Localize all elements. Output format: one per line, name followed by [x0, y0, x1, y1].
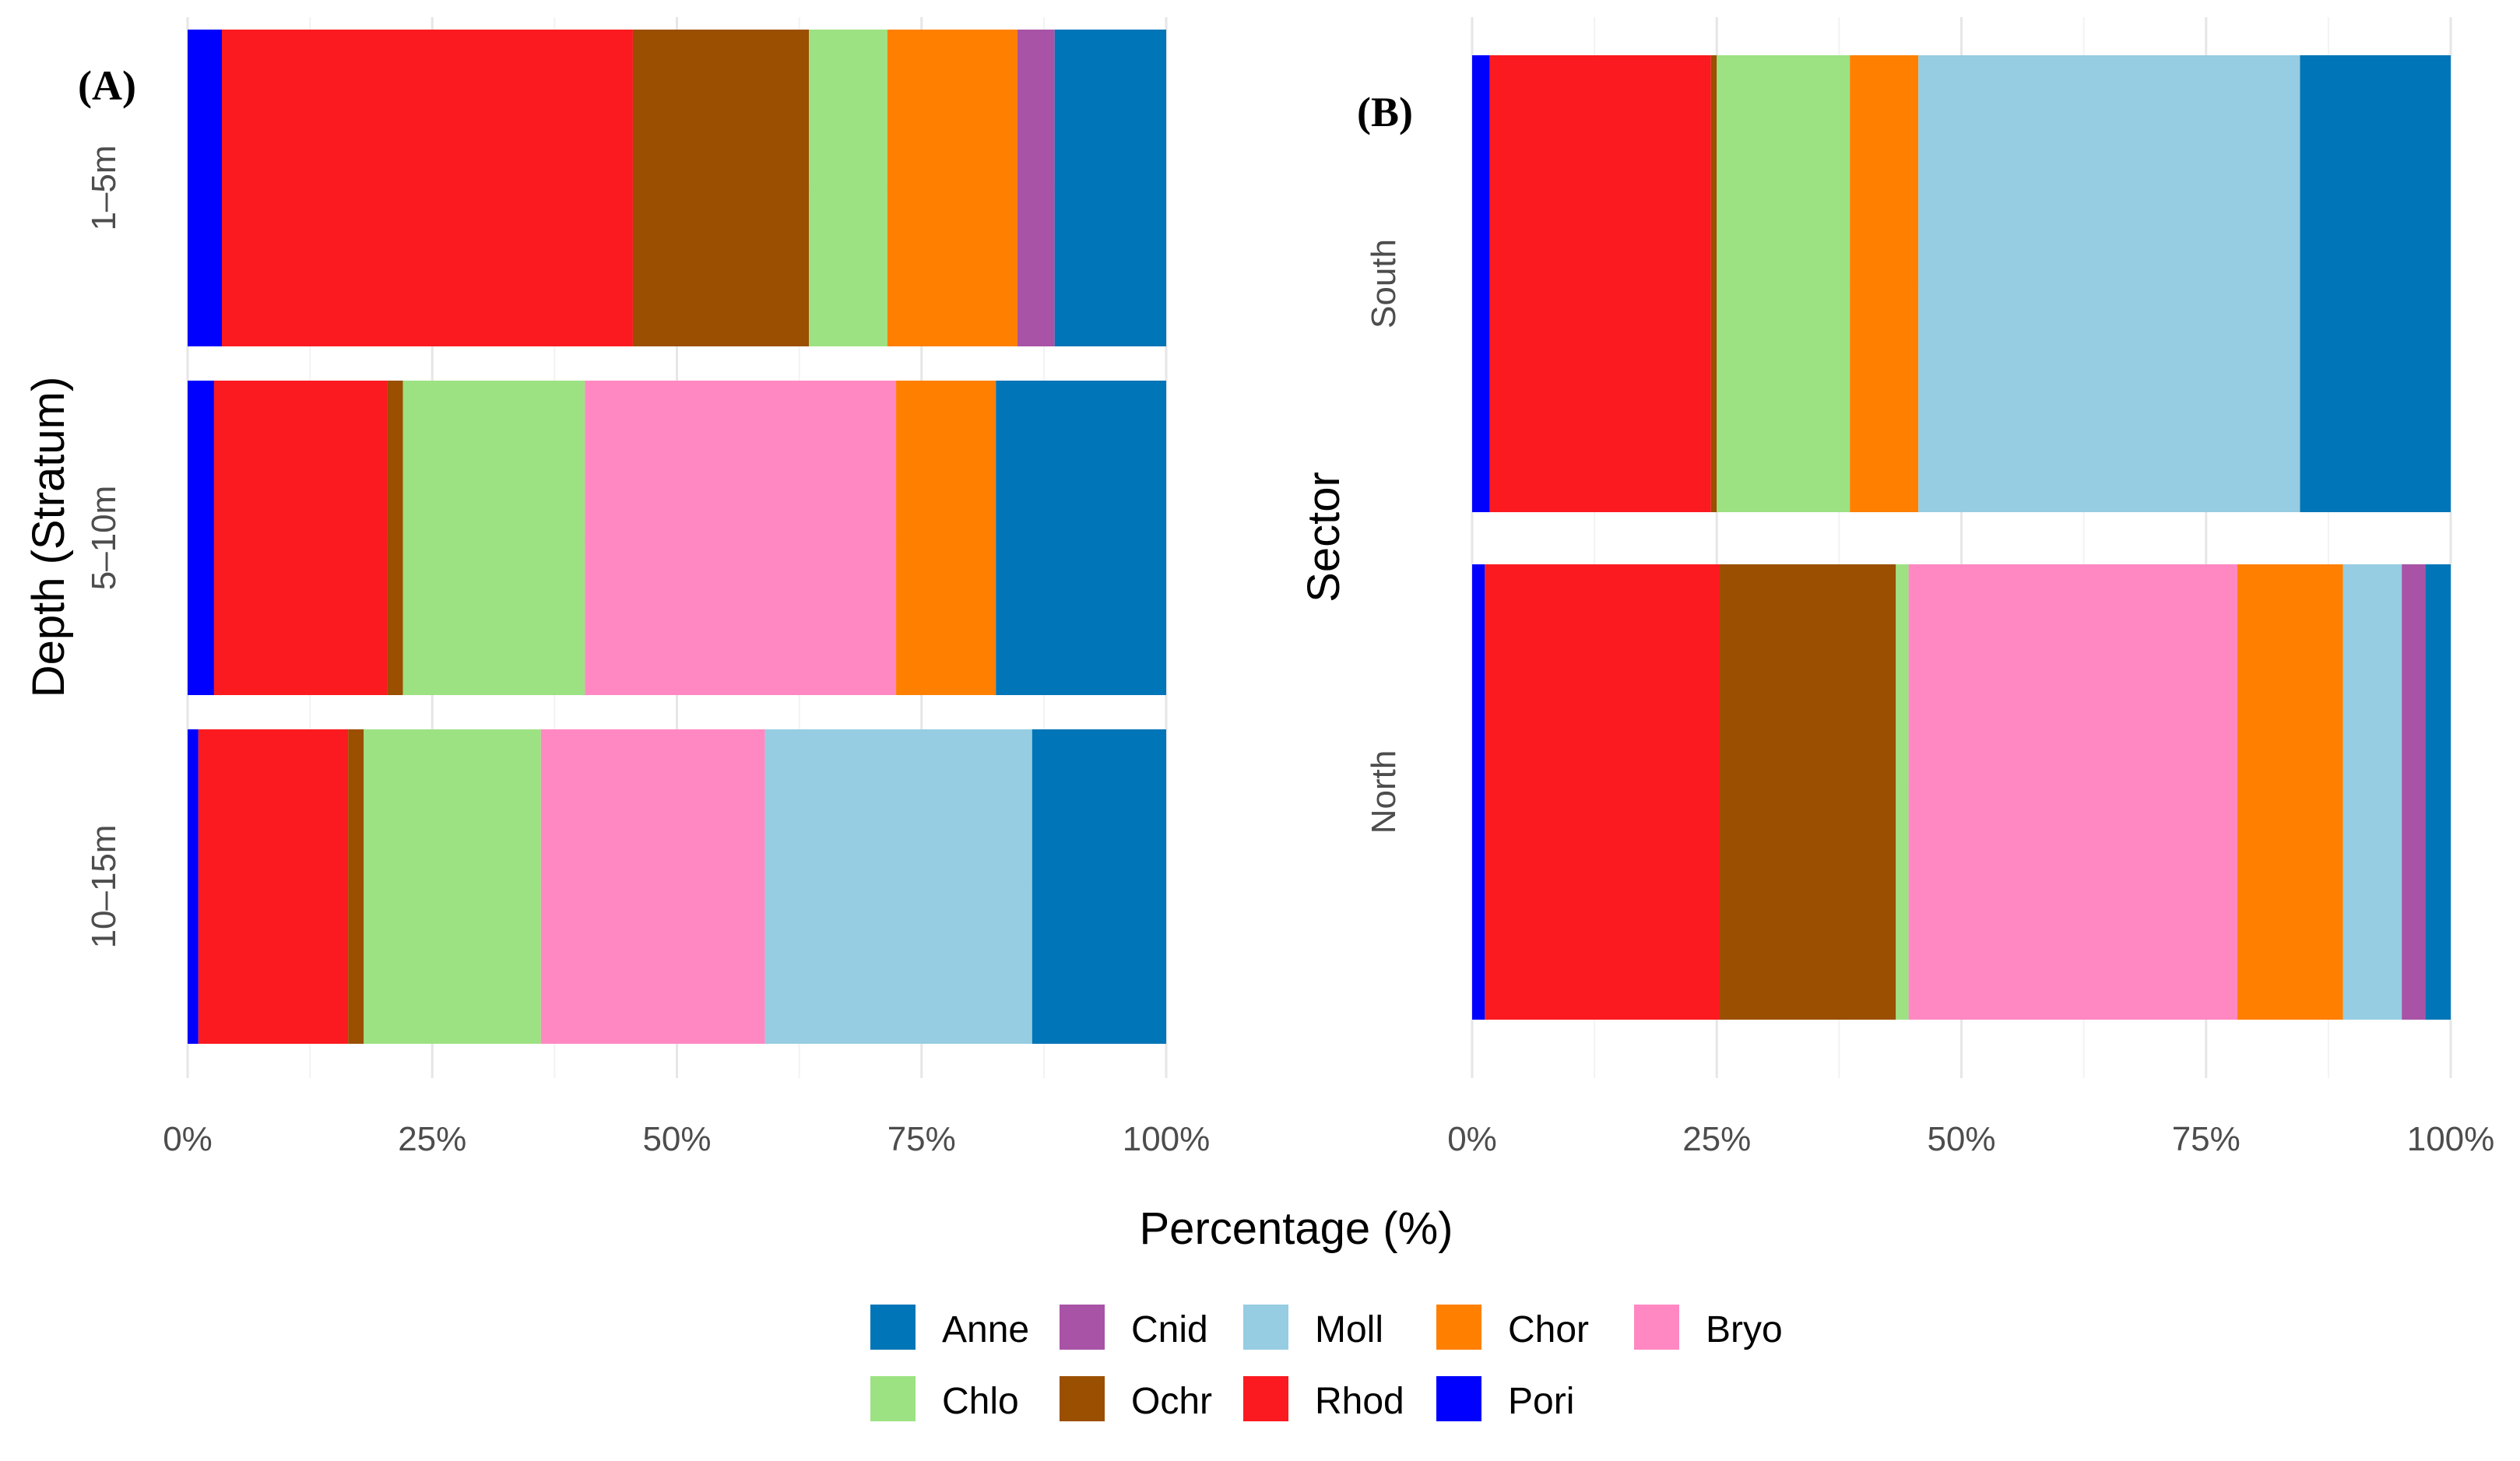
legend-swatch-ochr	[1060, 1376, 1105, 1421]
bar-segment-ochr	[348, 729, 364, 1044]
bar-segment-chlo	[809, 30, 887, 346]
y-tick-label: 1–5m	[85, 145, 123, 230]
legend-label-anne: Anne	[942, 1309, 1029, 1350]
bar-segment-pori	[1472, 55, 1490, 512]
bar-segment-ochr	[1710, 55, 1717, 512]
bar-segment-ochr	[632, 30, 810, 346]
x-tick-label: 75%	[887, 1120, 956, 1158]
bar-segment-bryo	[540, 729, 765, 1044]
bar-segment-chor	[896, 381, 996, 695]
bar-segment-chor	[887, 30, 1017, 346]
bar-segment-rhod	[213, 381, 388, 695]
bar-segment-ochr	[1720, 564, 1896, 1020]
bar-segment-rhod	[1485, 564, 1720, 1020]
x-tick-label: 25%	[1682, 1120, 1751, 1158]
bar-segment-moll	[2343, 564, 2402, 1020]
bar-segment-anne	[2425, 564, 2451, 1020]
bar-segment-pori	[188, 30, 222, 346]
bar-segment-chlo	[1896, 564, 1909, 1020]
panel-b-sector-chart: 0% 25% 50% 75% 100% South North (B) Sector	[1299, 17, 2494, 1158]
bar-segment-rhod	[1489, 55, 1711, 512]
legend-swatch-rhod	[1243, 1376, 1288, 1421]
legend-label-rhod: Rhod	[1315, 1381, 1404, 1422]
legend-swatch-anne	[870, 1305, 916, 1350]
x-tick-label: 0%	[1447, 1120, 1497, 1158]
bar-segment-cnid	[1017, 30, 1055, 346]
legend: Anne Cnid Moll Chor Bryo Chlo Ochr Rhod Pori	[870, 1305, 1783, 1422]
legend-label-moll: Moll	[1315, 1309, 1383, 1350]
bar-segment-chlo	[364, 729, 541, 1044]
bar-segment-chor	[1850, 55, 1919, 512]
x-tick-label: 25%	[398, 1120, 466, 1158]
bar-segment-pori	[188, 381, 214, 695]
bar-segment-anne	[996, 381, 1166, 695]
legend-swatch-pori	[1436, 1376, 1481, 1421]
bar-segment-pori	[188, 729, 199, 1044]
x-axis-title: Percentage (%)	[1140, 1203, 1453, 1254]
y-tick-label: North	[1365, 750, 1403, 834]
bar-segment-rhod	[198, 729, 349, 1044]
x-tick-label: 100%	[1123, 1120, 1211, 1158]
x-tick-label: 50%	[642, 1120, 711, 1158]
bar-segment-pori	[1472, 564, 1485, 1020]
y-tick-label: 10–15m	[85, 824, 123, 948]
legend-label-chlo: Chlo	[942, 1381, 1019, 1422]
legend-swatch-chlo	[870, 1376, 916, 1421]
legend-label-pori: Pori	[1508, 1381, 1574, 1422]
bar-segment-ochr	[387, 381, 403, 695]
legend-swatch-cnid	[1060, 1305, 1105, 1350]
y-axis-title-a: Depth (Stratum)	[23, 377, 74, 698]
bar-segment-bryo	[1908, 564, 2237, 1020]
y-axis-title-b: Sector	[1299, 472, 1349, 602]
bar-segment-anne	[2300, 55, 2451, 512]
x-tick-label: 50%	[1927, 1120, 1995, 1158]
legend-swatch-chor	[1436, 1305, 1481, 1350]
x-tick-label: 0%	[163, 1120, 213, 1158]
legend-label-chor: Chor	[1508, 1309, 1589, 1350]
legend-label-bryo: Bryo	[1706, 1309, 1783, 1350]
panel-a-depth-chart: 0% 25% 50% 75% 100% 1–5m 5–10m 10–15m (A) Depth (…	[23, 17, 1210, 1158]
panel-tag-b: (B)	[1357, 89, 1413, 135]
legend-swatch-moll	[1243, 1305, 1288, 1350]
bar-segment-chor	[2237, 564, 2343, 1020]
bar-segment-anne	[1054, 30, 1166, 346]
bar-segment-rhod	[221, 30, 633, 346]
bar-segment-cnid	[2402, 564, 2426, 1020]
bar-segment-moll	[1918, 55, 2300, 512]
y-tick-label: 5–10m	[85, 486, 123, 591]
bar-segment-moll	[764, 729, 1032, 1044]
panel-tag-a: (A)	[78, 62, 136, 109]
bar-segment-chlo	[1717, 55, 1850, 512]
y-tick-label: South	[1365, 239, 1403, 328]
bar-segment-chlo	[402, 381, 585, 695]
legend-swatch-bryo	[1634, 1305, 1679, 1350]
legend-label-cnid: Cnid	[1131, 1309, 1208, 1350]
x-tick-label: 100%	[2407, 1120, 2495, 1158]
bar-segment-anne	[1032, 729, 1166, 1044]
bar-segment-bryo	[585, 381, 897, 695]
x-tick-label: 75%	[2172, 1120, 2241, 1158]
legend-label-ochr: Ochr	[1131, 1381, 1212, 1422]
